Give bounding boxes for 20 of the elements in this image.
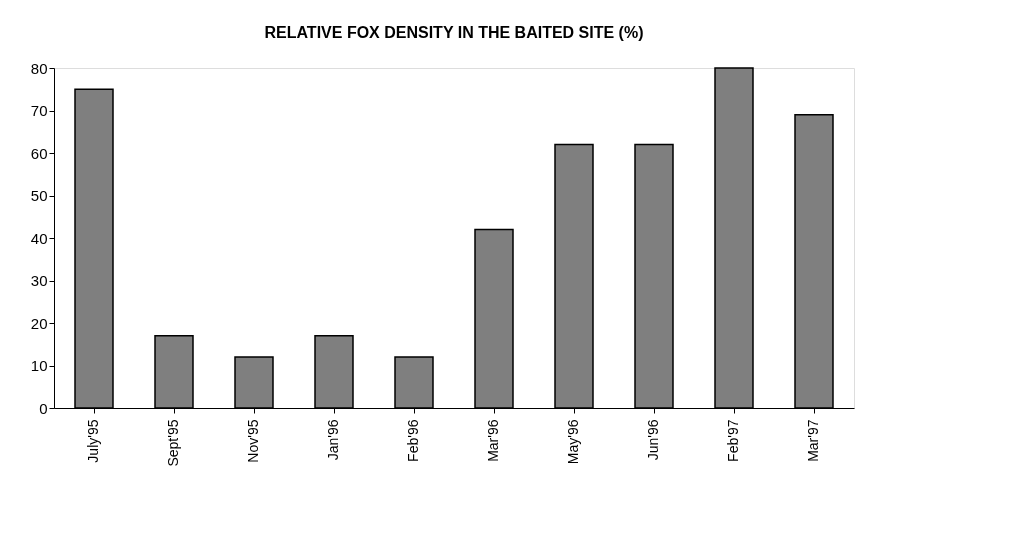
x-tick-label: Feb'96 — [405, 419, 421, 462]
y-tick-label: 20 — [30, 314, 48, 332]
x-tick-label: Nov'95 — [245, 419, 261, 463]
x-tick-label: July'95 — [85, 419, 101, 463]
y-tick-label: 70 — [30, 102, 48, 119]
x-tick-label: Mar'97 — [805, 419, 821, 462]
chart-title: RELATIVE FOX DENSITY IN THE BAITED SITE (%) — [264, 24, 644, 41]
y-tick-label: 40 — [30, 229, 48, 247]
y-tick-label: 30 — [30, 272, 48, 289]
x-tick-label: Sept'95 — [165, 419, 181, 467]
x-tick-label: Mar'96 — [485, 419, 501, 462]
x-tick-label: Jan'96 — [325, 419, 341, 461]
y-tick-label: 0 — [39, 399, 48, 417]
x-tick-label: May'96 — [565, 419, 581, 465]
x-tick-label: Jun'96 — [645, 419, 661, 461]
x-tick-label: Feb'97 — [725, 419, 741, 462]
y-tick-label: 50 — [30, 187, 48, 204]
y-tick-label: 10 — [30, 357, 48, 374]
y-tick-label: 60 — [30, 144, 48, 162]
y-tick-label: 80 — [30, 59, 48, 77]
